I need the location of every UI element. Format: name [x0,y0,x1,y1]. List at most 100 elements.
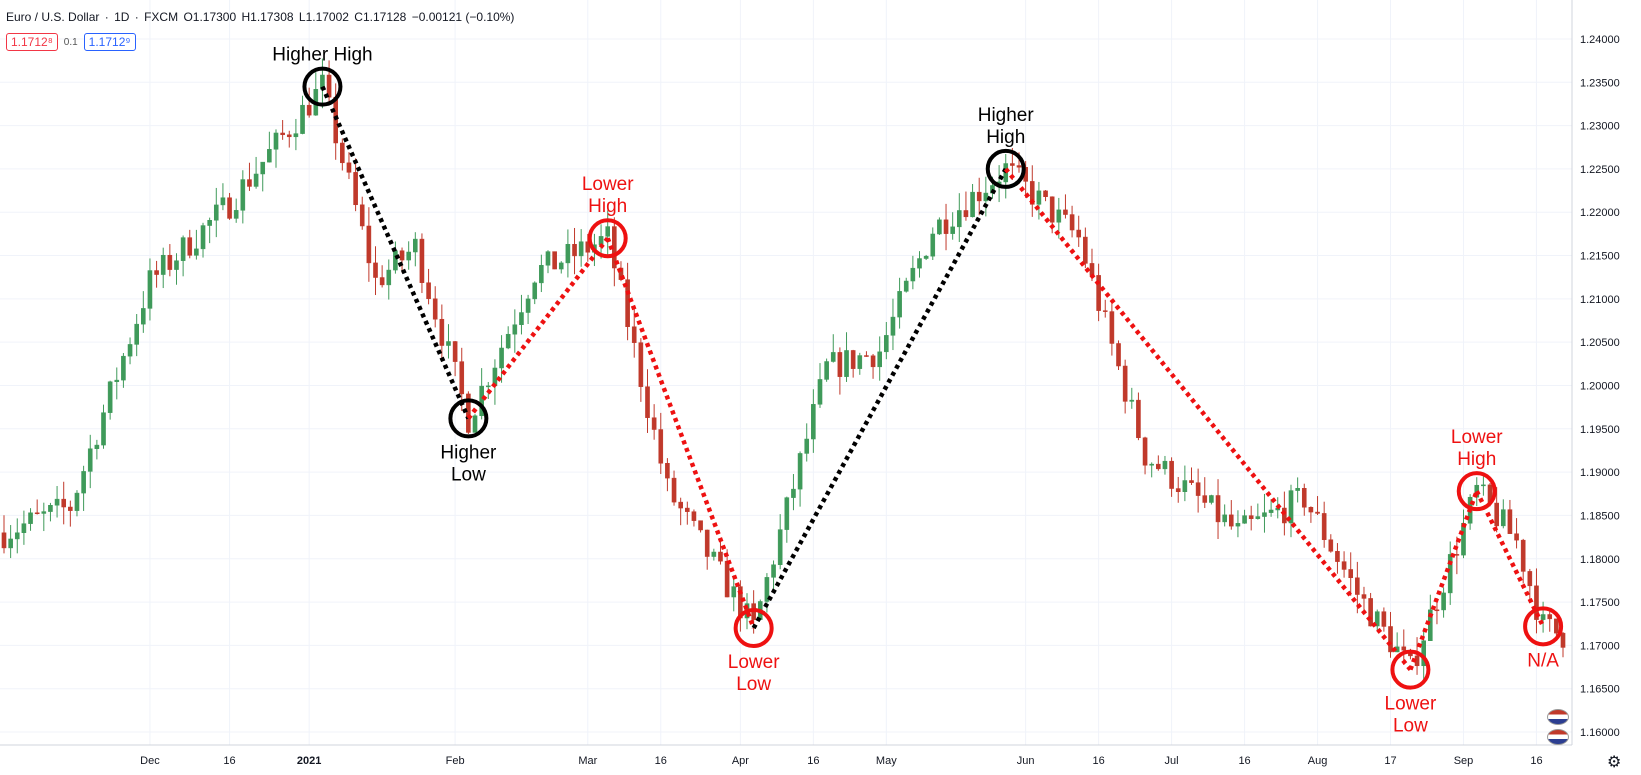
x-tick-label: Mar [578,755,597,767]
candle [1341,551,1347,578]
y-tick-label: 1.18000 [1580,554,1620,566]
candle [81,465,86,511]
candle [1374,609,1380,631]
candle [280,120,285,140]
candle [267,131,272,163]
candle [41,502,47,532]
candle [107,380,113,420]
y-tick-label: 1.19500 [1580,424,1620,436]
candle [1301,483,1307,516]
candle [1355,561,1360,614]
candle [1534,568,1539,634]
candle [1029,165,1035,217]
x-tick-label: Jun [1017,755,1035,767]
candle [1514,518,1519,549]
candle [1288,484,1294,538]
candle [14,518,20,554]
candle [525,294,531,325]
candle [578,229,584,267]
ohlc-close: C1.17128 [354,10,407,24]
pivot-circle [302,66,343,107]
x-tick-label: Dec [140,755,160,767]
candle [127,337,133,365]
interval-label[interactable]: 1D [114,10,130,24]
candle [1149,462,1154,478]
candle [1328,534,1334,553]
candle [797,451,803,507]
trend-segment [605,237,756,629]
ohlc-change: −0.00121 (−0.10%) [411,10,515,24]
candle [1235,510,1241,538]
y-tick-label: 1.21500 [1580,251,1620,263]
candle [1156,455,1161,471]
candle [320,58,325,109]
candle [200,222,206,258]
annotation-label: Higher [440,442,497,463]
y-tick-label: 1.17500 [1580,597,1620,609]
candle [552,251,557,270]
candle [830,334,836,363]
y-tick-label: 1.22000 [1580,207,1620,219]
x-tick-label: Aug [1308,755,1328,767]
x-tick-label: 16 [1238,755,1250,767]
candle [1069,205,1075,238]
candle [804,423,810,462]
candle [114,367,120,400]
candle [850,349,856,378]
candle [1209,494,1214,505]
candle [970,184,975,218]
candle [1222,504,1227,527]
candle [94,439,100,460]
candle [1368,592,1373,627]
candle [293,118,299,151]
candle [8,525,13,559]
candle [1547,609,1553,632]
candle [1096,263,1101,322]
candle [1481,476,1486,496]
symbol-name[interactable]: Euro / U.S. Dollar [6,10,100,24]
candle [890,298,896,351]
candle [1248,505,1254,531]
candle [68,500,73,527]
candle [419,233,425,294]
pivot-circle [587,218,628,259]
gear-icon[interactable]: ⚙ [1607,752,1622,771]
currency-flag-icon[interactable] [1547,709,1569,725]
y-tick-label: 1.18500 [1580,510,1620,522]
candle [1083,227,1088,269]
candle [492,359,498,405]
candle [194,229,199,260]
candle [479,368,484,420]
candle [413,232,418,267]
candle [1136,392,1141,441]
buy-button[interactable]: 1.1712⁹ [83,33,136,51]
y-tick-label: 1.23000 [1580,121,1620,133]
candle [1116,340,1121,370]
candle [1202,477,1208,509]
candle [141,291,146,333]
candle [558,261,564,274]
candle [121,353,126,388]
candle [1142,436,1148,475]
y-tick-label: 1.16500 [1580,684,1620,696]
candle [87,434,93,489]
sell-button[interactable]: 1.1712⁸ [6,33,58,51]
candle [28,508,33,531]
currency-flag-icon[interactable] [1547,729,1569,745]
y-tick-label: 1.20000 [1580,380,1620,392]
candle [777,514,783,570]
candle [187,229,193,259]
candle [160,247,166,289]
candle [499,335,504,383]
candle [240,170,246,224]
candle [313,72,319,116]
candle [1076,215,1082,247]
candle [74,490,80,517]
candle [1321,501,1327,548]
candle [897,277,902,329]
candle [386,259,392,300]
x-tick-label: 16 [655,755,667,767]
candle [446,324,451,359]
candle [101,404,106,449]
